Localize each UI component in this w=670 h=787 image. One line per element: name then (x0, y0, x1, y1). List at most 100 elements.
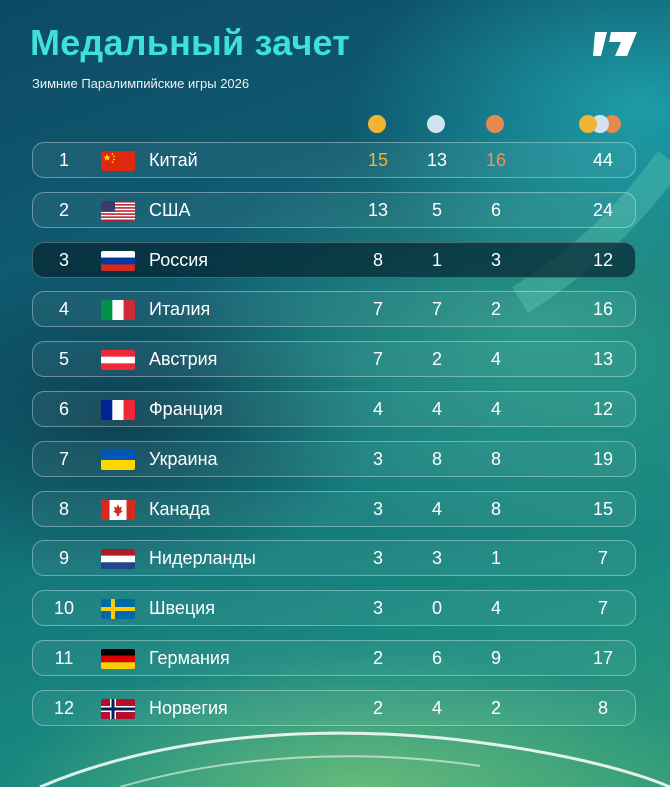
bronze-count: 6 (490, 199, 501, 220)
bronze-count: 4 (490, 349, 501, 370)
silver-count: 4 (431, 399, 442, 419)
rank-number: 8 (58, 498, 69, 519)
table-row-sweden: 10 Швеция 3 0 4 7 (32, 590, 636, 627)
country-name: Нидерланды (149, 548, 256, 569)
usa-flag-icon (101, 200, 135, 221)
rank-number: 2 (58, 199, 69, 220)
gold-count: 3 (372, 498, 383, 519)
table-row-ukraine: 7 Украина 3 8 8 19 (32, 440, 636, 477)
total-count: 15 (592, 498, 614, 519)
italy-flag-icon (101, 300, 135, 321)
silver-count: 4 (431, 498, 442, 519)
gold-count: 15 (367, 150, 389, 170)
norway-flag-icon (101, 698, 135, 719)
silver-count: 13 (426, 150, 448, 170)
page-title: Медальный зачет (30, 22, 351, 63)
rank-number: 5 (58, 349, 69, 370)
total-medals-icon (579, 115, 625, 133)
country-name: Канада (149, 498, 210, 519)
canada-flag-icon (101, 499, 135, 520)
bronze-count: 4 (490, 598, 501, 619)
table-row-russia: 3 Россия 8 1 3 12 (32, 241, 636, 278)
rank-number: 11 (54, 648, 74, 668)
silver-count: 5 (431, 199, 442, 220)
rank-number: 1 (58, 150, 69, 170)
gold-count: 13 (367, 199, 389, 220)
china-flag-icon (101, 151, 135, 171)
bronze-count: 3 (490, 249, 501, 270)
total-count: 12 (592, 399, 614, 419)
silver-count: 2 (431, 349, 442, 370)
total-count: 19 (592, 448, 614, 469)
gold-count: 3 (372, 548, 383, 569)
silver-count: 8 (431, 448, 442, 469)
bronze-count: 8 (490, 498, 501, 519)
table-row-norway: 12 Норвегия 2 4 2 8 (32, 689, 636, 726)
table-row-italy: 4 Италия 7 7 2 16 (32, 291, 636, 328)
bronze-count: 9 (490, 648, 501, 668)
rank-number: 7 (58, 448, 69, 469)
bronze-count: 2 (490, 697, 501, 718)
sweden-flag-icon (101, 599, 135, 620)
gold-count: 3 (372, 598, 383, 619)
gold-count: 3 (372, 448, 383, 469)
netherlands-flag-icon (101, 549, 135, 570)
silver-count: 7 (431, 299, 442, 320)
bronze-count: 1 (490, 548, 501, 569)
russia-flag-icon (101, 250, 135, 271)
rank-number: 10 (53, 598, 75, 619)
gold-count: 8 (372, 249, 383, 270)
brand-logo (593, 32, 637, 56)
silver-count: 4 (431, 697, 442, 718)
gold-count: 2 (372, 697, 383, 718)
table-row-china: 1 Китай 15 13 16 44 (32, 142, 636, 178)
total-count: 7 (597, 548, 608, 569)
total-count: 13 (592, 349, 614, 370)
silver-count: 1 (431, 249, 442, 270)
rank-number: 12 (53, 697, 75, 718)
bronze-count: 4 (490, 399, 501, 419)
gold-count: 4 (372, 399, 383, 419)
rank-number: 3 (58, 249, 69, 270)
silver-count: 6 (431, 648, 442, 668)
bronze-count: 8 (490, 448, 501, 469)
gold-medal-icon (368, 115, 386, 133)
total-count: 16 (592, 299, 614, 320)
country-name: Германия (149, 648, 230, 668)
table-row-canada: 8 Канада 3 4 8 15 (32, 490, 636, 527)
total-count: 7 (597, 598, 608, 619)
france-flag-icon (101, 400, 135, 420)
silver-count: 0 (431, 598, 442, 619)
table-row-netherlands: 9 Нидерланды 3 3 1 7 (32, 540, 636, 577)
gold-count: 7 (372, 299, 383, 320)
country-name: Австрия (149, 349, 218, 370)
country-name: США (149, 199, 191, 220)
bronze-medal-icon (486, 115, 504, 133)
rank-number: 9 (58, 548, 69, 569)
gold-count: 7 (372, 349, 383, 370)
country-name: Украина (149, 448, 218, 469)
rank-number: 4 (58, 299, 69, 320)
country-name: Франция (149, 399, 223, 419)
table-row-france: 6 Франция 4 4 4 12 (32, 391, 636, 427)
bronze-count: 2 (490, 299, 501, 320)
country-name: Норвегия (149, 697, 228, 718)
table-row-usa: 2 США 13 5 6 24 (32, 191, 636, 228)
rank-number: 6 (58, 399, 69, 419)
country-name: Швеция (149, 598, 215, 619)
gold-count: 2 (372, 648, 383, 668)
silver-medal-icon (427, 115, 445, 133)
bronze-count: 16 (485, 150, 507, 170)
total-count: 44 (592, 150, 614, 170)
austria-flag-icon (101, 350, 135, 371)
total-count: 17 (592, 648, 614, 668)
country-name: Россия (149, 249, 209, 270)
ukraine-flag-icon (101, 449, 135, 470)
country-name: Китай (149, 150, 198, 170)
page-subtitle: Зимние Паралимпийские игры 2026 (32, 76, 250, 91)
total-count: 24 (592, 199, 614, 220)
germany-flag-icon (101, 649, 135, 669)
country-name: Италия (149, 299, 211, 320)
table-row-germany: 11 Германия 2 6 9 17 (32, 640, 636, 676)
total-count: 12 (592, 249, 614, 270)
